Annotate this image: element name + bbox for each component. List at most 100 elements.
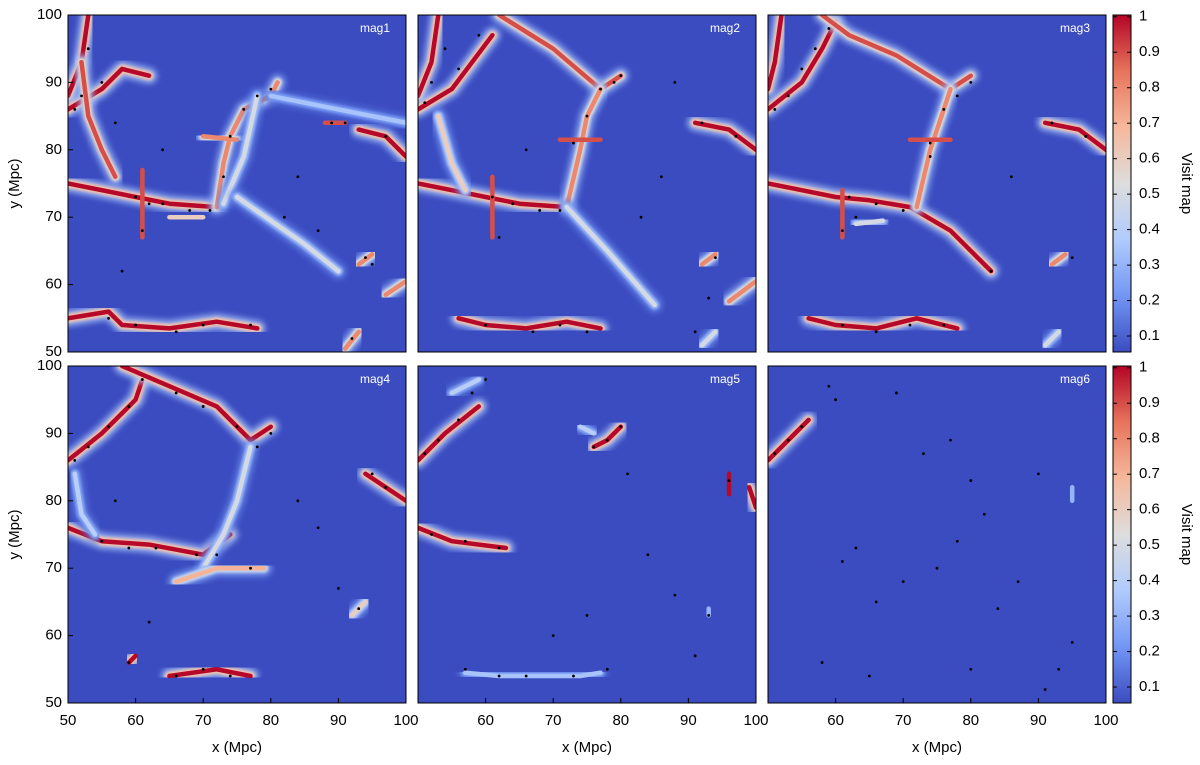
galaxy	[868, 674, 871, 678]
galaxy	[174, 674, 178, 678]
galaxy	[847, 195, 851, 199]
galaxy	[773, 107, 777, 111]
filament	[383, 278, 406, 297]
galaxy	[693, 330, 697, 334]
y-tick-label: 90	[45, 73, 62, 90]
galaxy	[174, 330, 178, 334]
galaxy	[161, 202, 165, 206]
galaxy	[127, 661, 131, 664]
galaxy	[989, 269, 993, 273]
filament	[577, 424, 597, 436]
galaxy	[73, 458, 77, 462]
galaxy	[673, 593, 677, 597]
galaxy	[140, 229, 144, 233]
filament	[436, 113, 468, 193]
y-tick-label: 90	[45, 424, 62, 441]
colorbar-tick-label: 0.4	[1139, 221, 1160, 238]
galaxy	[901, 209, 905, 212]
x-tick-label: 80	[962, 712, 979, 729]
y-tick-label: 50	[45, 694, 62, 711]
galaxy	[558, 323, 562, 327]
colorbar-tick-label: 0.3	[1139, 607, 1160, 624]
galaxy	[1057, 667, 1061, 671]
galaxy	[497, 674, 501, 678]
galaxy	[626, 472, 629, 476]
galaxy	[201, 323, 205, 327]
galaxy	[350, 337, 354, 340]
y-axis-label: y (Mpc)	[6, 159, 23, 209]
y-tick-label: 70	[45, 208, 62, 225]
colorbar-tick-label: 1	[1139, 8, 1147, 25]
galaxy	[854, 215, 858, 219]
galaxy	[316, 229, 320, 233]
galaxy	[854, 546, 858, 550]
galaxy	[969, 81, 973, 84]
galaxy	[484, 323, 487, 327]
panel-background	[768, 366, 1106, 703]
y-tick-label: 60	[45, 627, 62, 644]
galaxy	[955, 539, 959, 543]
galaxy	[436, 438, 440, 442]
filament	[200, 134, 240, 142]
panel	[418, 15, 756, 352]
x-axis-label: x (Mpc)	[562, 739, 612, 756]
x-axis-label: x (Mpc)	[212, 739, 262, 756]
galaxy	[423, 101, 427, 105]
galaxy	[646, 553, 650, 557]
colorbar	[1112, 14, 1132, 353]
galaxy	[73, 107, 77, 111]
galaxy	[605, 438, 609, 442]
galaxy	[1070, 640, 1074, 644]
filament	[692, 120, 756, 153]
galaxy	[693, 654, 697, 658]
galaxy	[551, 634, 555, 637]
filament	[221, 93, 260, 206]
galaxy	[147, 620, 151, 624]
filament	[72, 471, 98, 537]
colorbar-tick-label: 0.5	[1139, 185, 1160, 202]
filament	[1049, 252, 1068, 267]
galaxy	[969, 479, 973, 482]
galaxy	[707, 296, 711, 300]
panel-frame	[417, 14, 757, 353]
galaxy	[161, 148, 165, 152]
y-axis-label: y (Mpc)	[6, 510, 23, 560]
filament	[356, 252, 375, 267]
galaxy	[1043, 688, 1047, 691]
galaxy	[585, 613, 589, 617]
galaxy	[942, 323, 946, 327]
galaxy	[639, 215, 643, 219]
panel-frame	[67, 14, 407, 353]
galaxy	[370, 472, 374, 476]
galaxy	[786, 94, 790, 98]
galaxy	[222, 175, 225, 179]
y-tick-label: 50	[45, 343, 62, 360]
x-tick-label: 100	[393, 712, 418, 729]
galaxy	[208, 209, 212, 212]
panel-title: mag1	[360, 21, 390, 35]
x-tick-label: 90	[680, 712, 697, 729]
galaxy	[834, 398, 837, 402]
galaxy	[147, 202, 151, 206]
galaxy	[874, 202, 878, 206]
galaxy	[585, 114, 589, 118]
galaxy	[928, 155, 932, 158]
x-axis-label: x (Mpc)	[912, 739, 962, 756]
galaxy	[840, 229, 844, 233]
colorbar-tick-label: 0.8	[1139, 79, 1160, 96]
galaxy	[982, 512, 986, 516]
y-tick-label: 100	[37, 6, 62, 23]
galaxy	[100, 539, 104, 543]
galaxy	[497, 546, 501, 550]
galaxy	[714, 256, 717, 260]
panel-frame	[767, 365, 1107, 704]
filament	[173, 565, 267, 584]
galaxy	[969, 667, 973, 671]
galaxy	[86, 47, 90, 51]
filament	[768, 19, 838, 112]
panel-title: mag5	[710, 372, 740, 386]
galaxy	[364, 256, 367, 260]
filament	[746, 485, 756, 510]
galaxy	[558, 209, 562, 212]
x-tick-label: 80	[262, 712, 279, 729]
